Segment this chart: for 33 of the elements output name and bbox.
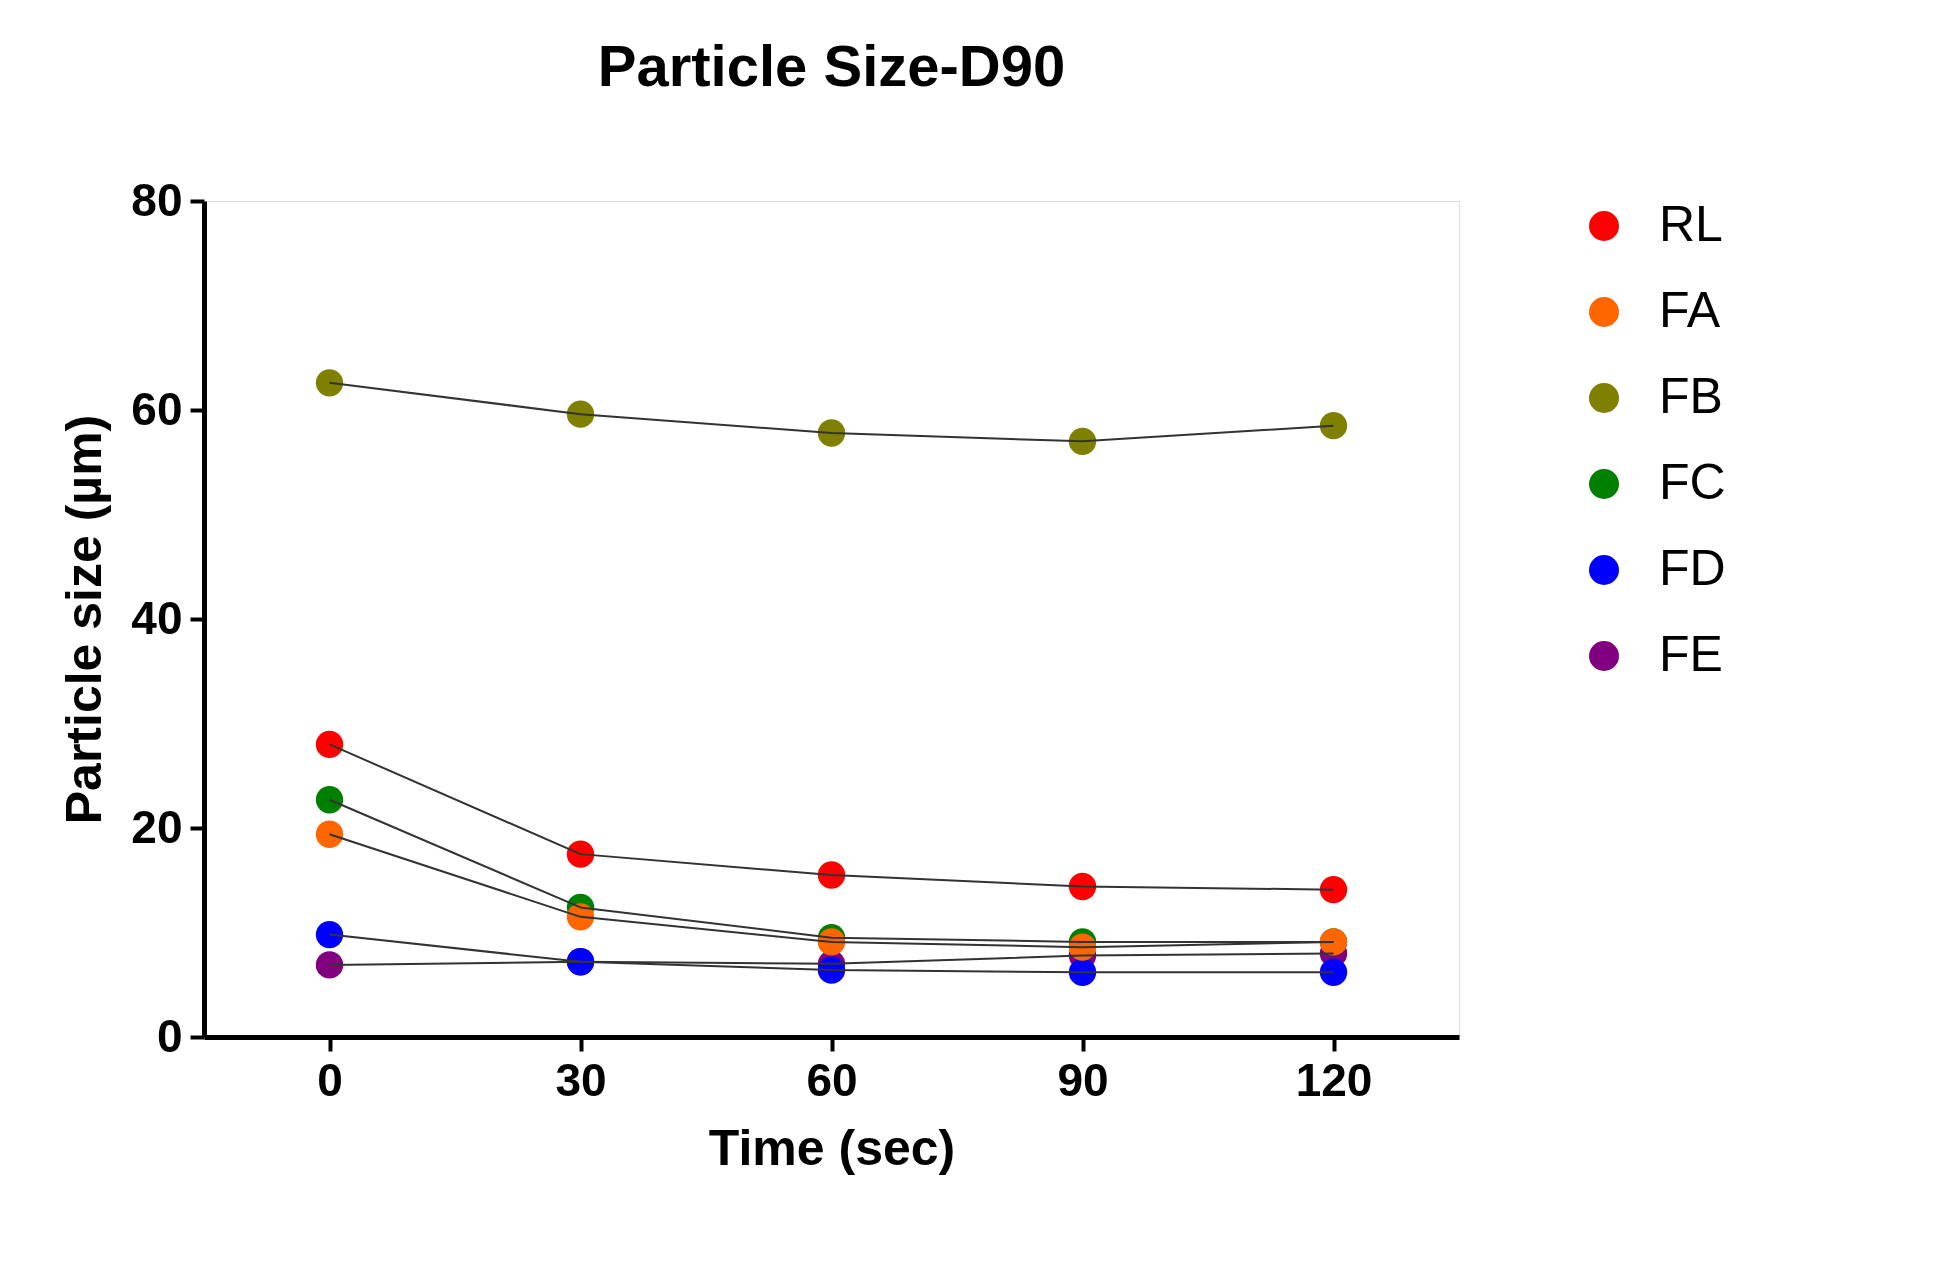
point — [566, 840, 595, 868]
point — [315, 730, 344, 759]
x-tick-label: 30 — [555, 1053, 607, 1106]
point — [1068, 427, 1097, 456]
point — [817, 419, 846, 447]
legend-label: FA — [1659, 282, 1721, 338]
point — [566, 400, 595, 428]
point — [315, 786, 344, 814]
y-tick-label: 40 — [131, 591, 183, 644]
y-tick-label: 60 — [131, 382, 183, 435]
x-tick-label: 120 — [1295, 1053, 1373, 1106]
point — [1319, 958, 1348, 986]
legend-label: FE — [1659, 626, 1723, 682]
x-tick-label: 0 — [317, 1053, 343, 1106]
point — [817, 861, 846, 889]
chart-title: Particle Size-D90 — [597, 33, 1066, 98]
point — [315, 951, 344, 979]
point — [315, 820, 344, 848]
legend-label: FB — [1659, 368, 1723, 424]
legend-label: RL — [1659, 196, 1723, 252]
x-tick-label: 60 — [806, 1053, 858, 1106]
point — [1319, 875, 1348, 904]
y-tick-label: 0 — [156, 1009, 183, 1062]
legend-label: FD — [1659, 540, 1726, 596]
x-axis-title: Time (sec) — [708, 1119, 956, 1176]
y-tick-label: 20 — [131, 800, 183, 853]
legend-label: FC — [1659, 454, 1726, 510]
x-tick-label: 90 — [1057, 1053, 1109, 1106]
y-axis-title: Particle size (µm) — [56, 414, 113, 825]
point — [1319, 412, 1348, 440]
point — [315, 369, 344, 397]
point — [315, 920, 344, 949]
y-tick-label: 80 — [131, 173, 183, 226]
